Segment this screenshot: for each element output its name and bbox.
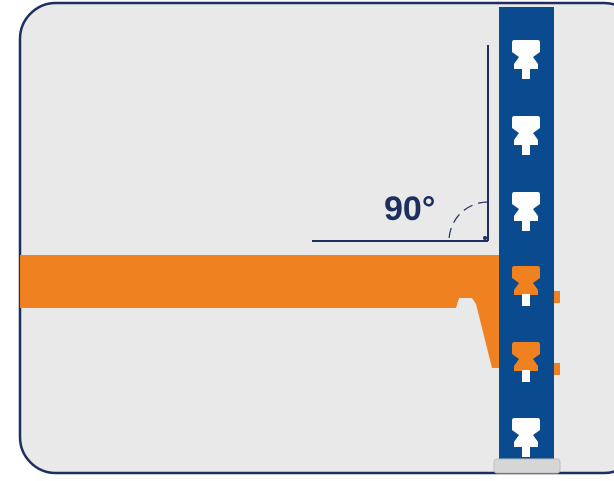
right-angle-guide — [312, 45, 489, 242]
shelf-beam — [20, 255, 505, 368]
upright-slot — [512, 192, 540, 231]
beam-connector-tab — [552, 291, 560, 303]
upright-slot — [512, 116, 540, 155]
angle-label: 90° — [384, 190, 435, 228]
angle-vertex-dot — [483, 236, 487, 240]
angle-arc — [448, 201, 489, 242]
upright-slot — [512, 40, 540, 79]
slot-gap — [522, 370, 530, 382]
upright-post — [499, 7, 554, 465]
slot-gap — [522, 294, 530, 306]
upright-slot — [512, 418, 540, 457]
engaged-slot — [512, 342, 540, 381]
foot-plate — [493, 458, 561, 474]
engaged-slot — [512, 266, 540, 305]
beam-connector-tab — [552, 363, 560, 375]
diagram-frame — [18, 1, 614, 475]
